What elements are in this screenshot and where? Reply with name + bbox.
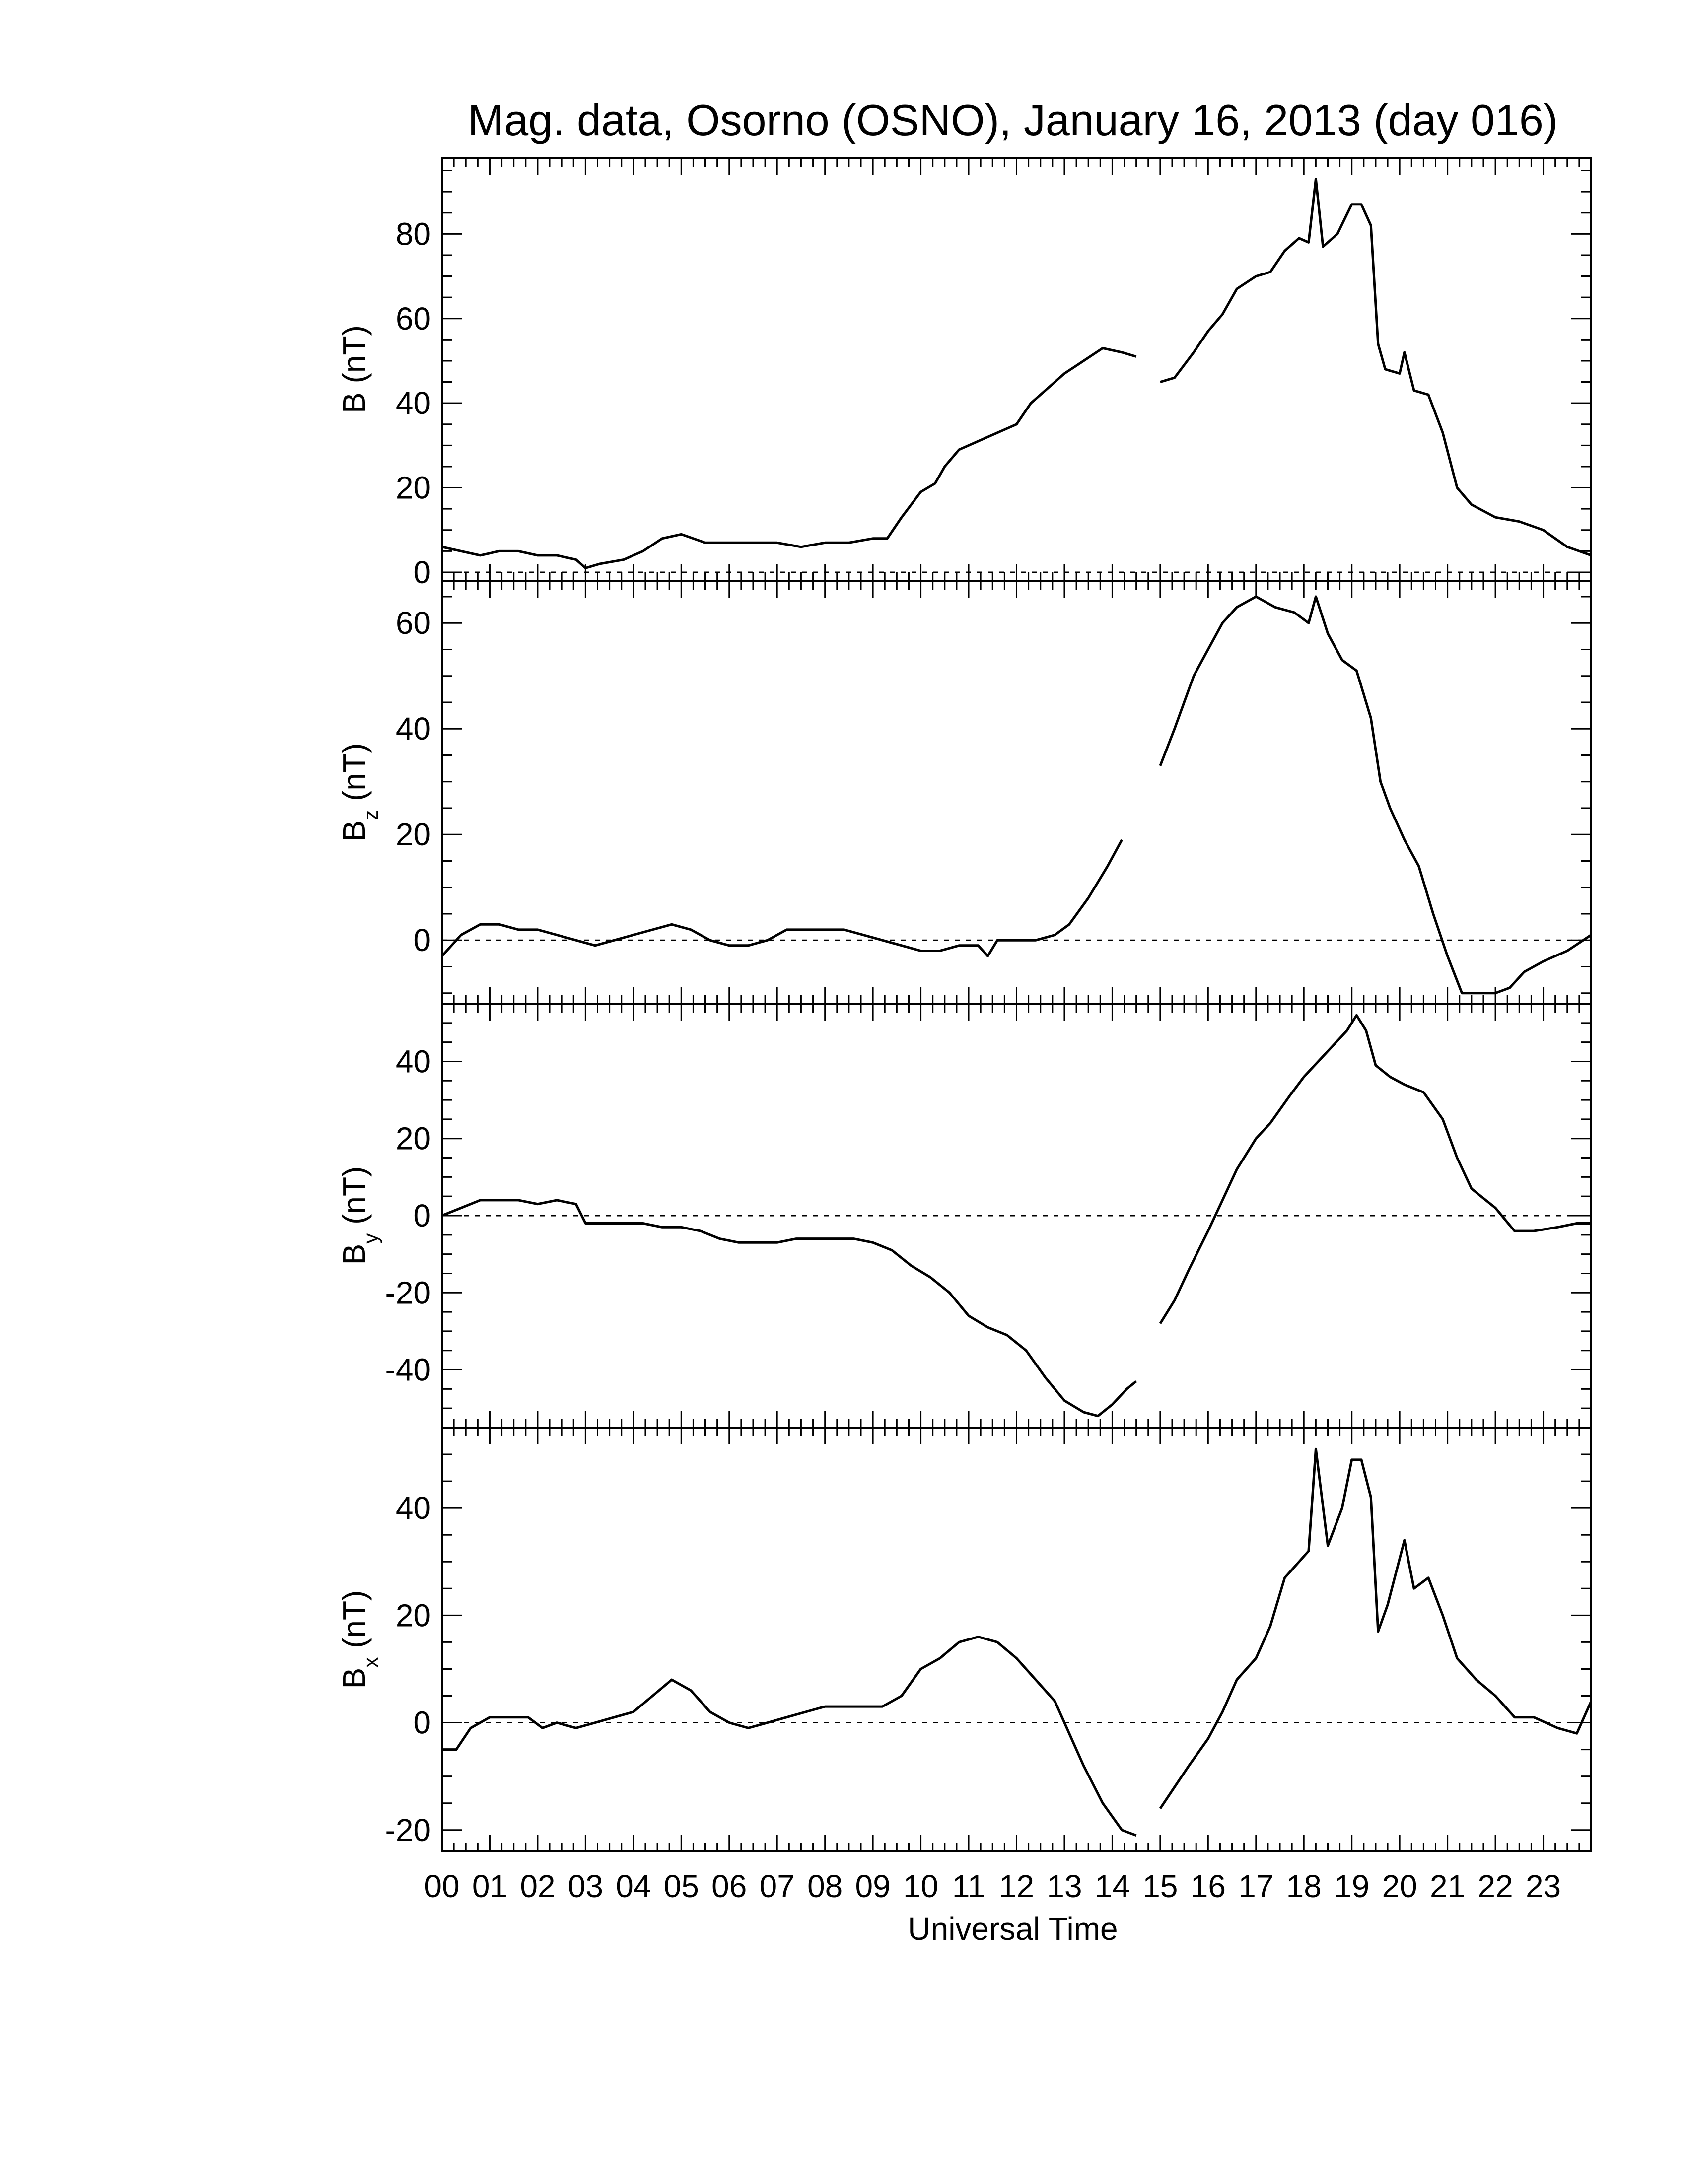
y-axis-label-Bz: Bz (nT)	[336, 743, 382, 842]
panel-Bz: 0 20 40 60 Bz (nT)	[336, 580, 1592, 1005]
panels: 0 20 40 60 80 B (nT) 0 20 40 60 Bz (nT) -40 -20 0 20 40…	[336, 157, 1593, 1852]
y-tick-label: 40	[396, 385, 431, 421]
y-axis-label-unit: (nT)	[336, 1166, 372, 1233]
chart-title: Mag. data, Osorno (OSNO), January 16, 20…	[468, 95, 1558, 144]
y-axis-label-unit: (nT)	[336, 325, 372, 392]
y-axis-label-main: B	[336, 392, 372, 413]
x-tick-labels: 00 01 02 03 04 05 06 07 08 09 10 11 12 13 14 15 16 17 18 19…	[424, 1868, 1561, 1904]
x-axis-label: Universal Time	[908, 1911, 1118, 1947]
x-tick-label: 05	[664, 1868, 699, 1904]
y-axis-label-Bx: Bx (nT)	[336, 1590, 382, 1689]
y-tick-label: 0	[413, 922, 431, 958]
panel-By: -40 -20 0 20 40 By (nT)	[336, 1003, 1592, 1429]
y-tick-label: -20	[385, 1812, 431, 1848]
x-tick-label: 08	[807, 1868, 843, 1904]
y-axis-label-main: B	[336, 820, 372, 842]
x-tick-label: 02	[520, 1868, 555, 1904]
x-tick-label: 13	[1047, 1868, 1082, 1904]
series-line-Bx-0	[442, 1636, 1137, 1837]
y-tick-label: -40	[385, 1352, 431, 1388]
x-tick-label: 10	[903, 1868, 938, 1904]
series-line-By-1	[1159, 1014, 1591, 1324]
x-tick-label: 03	[568, 1868, 603, 1904]
y-axis-label-main: B	[336, 1244, 372, 1265]
y-axis-label-main: B	[336, 1668, 372, 1689]
y-tick-label: 0	[413, 1705, 431, 1741]
series-line-B-0	[441, 346, 1137, 569]
y-axis-label-subscript: x	[359, 1657, 382, 1668]
y-tick-label: 20	[396, 1597, 431, 1633]
x-tick-label: 18	[1286, 1868, 1322, 1904]
y-tick-label: 20	[396, 470, 431, 506]
y-tick-label: 40	[396, 711, 431, 747]
x-tick-label: 11	[952, 1868, 985, 1904]
x-tick-label: 06	[711, 1868, 747, 1904]
x-tick-label: 12	[999, 1868, 1034, 1904]
y-axis-label-unit: (nT)	[336, 1590, 372, 1657]
y-tick-label: 0	[413, 554, 431, 590]
y-tick-label: 20	[396, 817, 431, 852]
x-tick-label: 04	[616, 1868, 651, 1904]
x-tick-label: 01	[472, 1868, 507, 1904]
y-axis-label-subscript: z	[359, 810, 382, 820]
y-tick-label: 60	[396, 301, 431, 337]
series-line-B-1	[1160, 178, 1592, 557]
y-tick-label: -20	[385, 1275, 431, 1310]
x-tick-label: 23	[1526, 1868, 1561, 1904]
x-tick-label: 20	[1382, 1868, 1417, 1904]
x-tick-label: 15	[1142, 1868, 1178, 1904]
x-tick-label: 16	[1191, 1868, 1226, 1904]
y-tick-label: 40	[396, 1043, 431, 1079]
x-tick-label: 09	[855, 1868, 891, 1904]
panel-frame-B	[441, 157, 1592, 582]
y-axis-label-unit: (nT)	[336, 743, 372, 810]
x-tick-label: 07	[760, 1868, 795, 1904]
y-tick-label: 60	[396, 605, 431, 641]
series-line-Bx-1	[1159, 1447, 1593, 1809]
x-tick-label: 14	[1095, 1868, 1130, 1904]
x-tick-label: 22	[1477, 1868, 1513, 1904]
y-axis-label-By: By (nT)	[336, 1166, 382, 1265]
x-tick-label: 19	[1334, 1868, 1369, 1904]
series-line-Bz-1	[1159, 595, 1592, 995]
panel-frame-Bx	[441, 1427, 1592, 1852]
series-line-By-0	[441, 1199, 1137, 1418]
x-tick-label: 21	[1430, 1868, 1465, 1904]
x-tick-label: 00	[424, 1868, 459, 1904]
panel-Bx: -20 0 20 40 Bx (nT)	[336, 1427, 1593, 1852]
series-line-Bz-0	[441, 839, 1123, 957]
panel-B: 0 20 40 60 80 B (nT)	[336, 157, 1592, 590]
y-tick-label: 40	[396, 1490, 431, 1526]
y-axis-label-B: B (nT)	[336, 325, 372, 413]
y-tick-label: 0	[413, 1198, 431, 1233]
y-tick-label: 80	[396, 216, 431, 252]
y-axis-label-subscript: y	[359, 1233, 382, 1244]
x-tick-label: 17	[1238, 1868, 1273, 1904]
y-tick-label: 20	[396, 1121, 431, 1157]
